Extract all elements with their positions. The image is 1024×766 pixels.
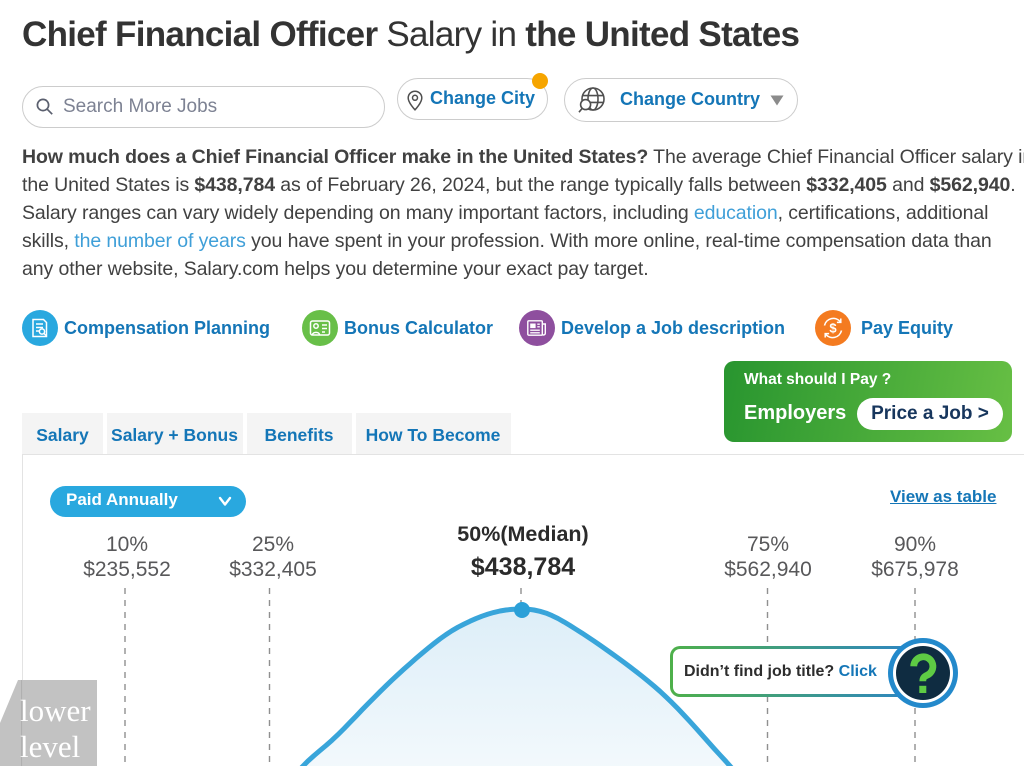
svg-text:$: $ bbox=[829, 321, 837, 336]
